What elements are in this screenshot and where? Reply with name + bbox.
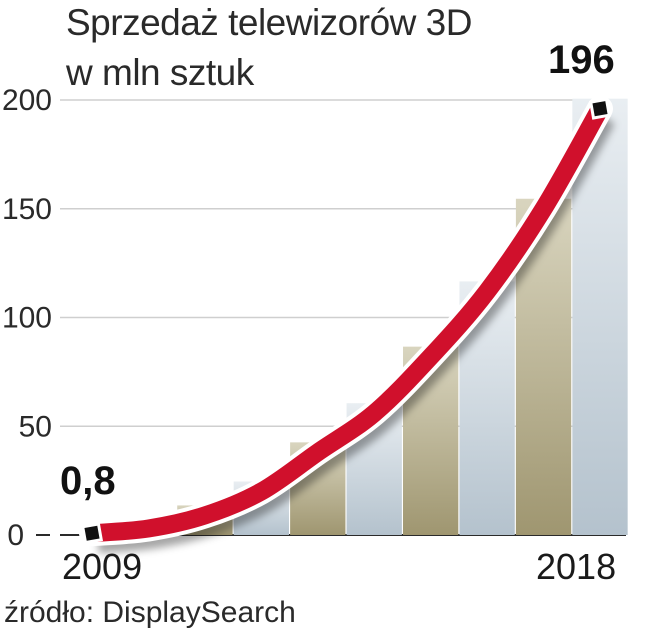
y-tick-label-100: 100	[2, 302, 52, 335]
chart-title-line-2: w mln sztuk	[66, 52, 254, 93]
y-tick-label-50: 50	[19, 410, 52, 443]
chart-title-line-1: Sprzedaż telewizorów 3D	[66, 2, 472, 43]
end-value-label: 196	[548, 38, 615, 82]
data-point-end	[588, 97, 612, 120]
x-axis-label-start: 2009	[62, 546, 142, 587]
x-axis-label-end: 2018	[536, 546, 616, 587]
series-line	[83, 99, 609, 543]
start-value-label: 0,8	[60, 459, 116, 503]
y-tick-label-0: 0	[7, 519, 24, 552]
source-note: źródło: DisplaySearch	[4, 596, 296, 629]
y-tick-label-200: 200	[2, 84, 52, 117]
data-point-start	[80, 522, 104, 545]
y-tick-label-150: 150	[2, 193, 52, 226]
